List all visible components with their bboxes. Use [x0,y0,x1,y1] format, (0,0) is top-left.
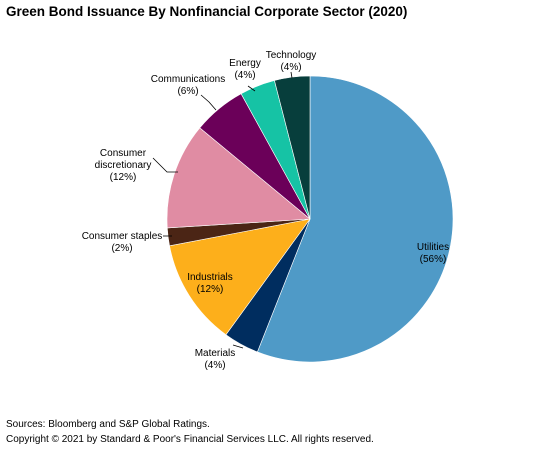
slice-label-utilities: Utilities (56%) [417,242,449,265]
source-note: Sources: Bloomberg and S&P Global Rating… [6,419,210,430]
leader-line-energy [247,85,256,92]
slice-label-materials: Materials (4%) [195,348,236,371]
pie-slice-consumer-discretionary [166,127,311,229]
leader-line-consumer-discretionary [152,157,178,173]
slice-label-industrials: Industrials (12%) [187,272,233,295]
slice-label-communications: Communications (6%) [151,74,225,97]
pie-slice-industrials [169,218,311,336]
pie-slice-utilities [256,75,454,363]
slice-label-energy: Energy (4%) [229,58,261,81]
leader-line-technology [290,71,293,79]
slice-label-technology: Technology (4%) [266,50,317,73]
leader-line-communications [200,94,217,111]
chart-title: Green Bond Issuance By Nonfinancial Corp… [6,4,408,19]
slice-label-consumer-staples: Consumer staples (2%) [82,231,163,254]
leader-line-materials [232,344,244,349]
copyright-note: Copyright © 2021 by Standard & Poor's Fi… [6,434,374,445]
slice-label-consumer-discretionary: Consumer discretionary (12%) [95,148,152,183]
